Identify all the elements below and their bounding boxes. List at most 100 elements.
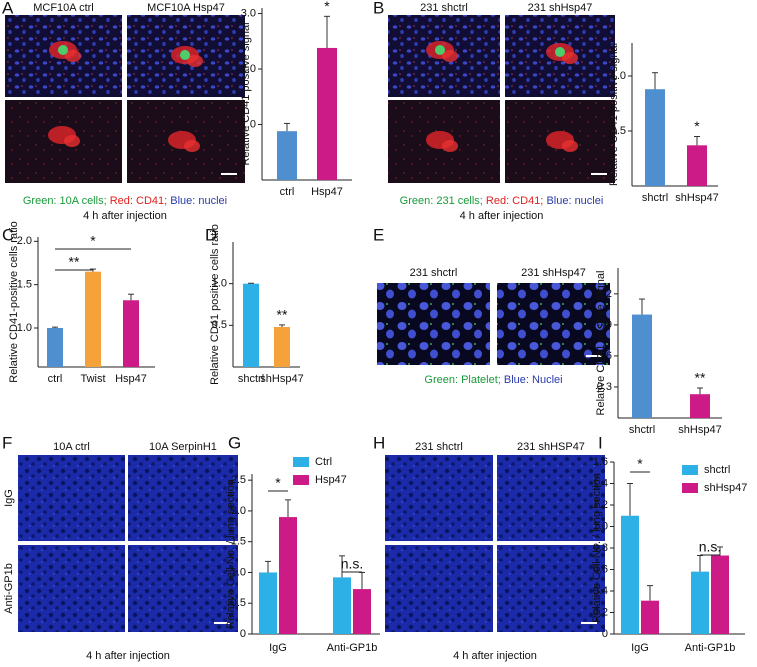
y-tick-label: 3.0: [241, 7, 256, 19]
image-header: 231 shctrl: [420, 2, 468, 14]
y-tick-label: 0.8: [593, 542, 608, 554]
y-tick-label: 1.0: [17, 322, 32, 334]
y-tick-label: 1.0: [593, 520, 608, 532]
y-tick-label: 1.0: [231, 566, 246, 578]
micrograph: [128, 455, 238, 541]
x-tick-label: IgG: [631, 642, 649, 654]
x-tick-label: Hsp47: [115, 373, 147, 385]
image-legend: Green: Platelet; Blue: Nuclei: [424, 374, 562, 386]
legend-label: Hsp47: [315, 474, 347, 486]
micrograph-detail: [184, 140, 200, 152]
image-header: 231 shHsp47: [528, 2, 593, 14]
image-header: MCF10A ctrl: [33, 2, 94, 14]
y-tick-label: 0.4: [593, 585, 608, 597]
bar: [277, 131, 297, 180]
panel-letter: D: [205, 225, 217, 244]
micrograph: [385, 545, 493, 632]
legend-part: Red: CD41;: [110, 195, 167, 207]
significance: *: [275, 475, 281, 491]
y-tick-label: 0.5: [212, 319, 227, 331]
micrograph-detail: [187, 55, 203, 67]
legend-part: Blue: Nuclei: [504, 374, 563, 386]
scale-bar: [586, 355, 602, 357]
micrograph-detail: [442, 50, 458, 62]
micrograph-detail: [65, 50, 81, 62]
scale-bar: [581, 622, 597, 624]
y-tick-label: 1.2: [597, 288, 612, 300]
y-tick-label: 1.0: [212, 278, 227, 290]
micrograph: [18, 455, 125, 541]
panel-letter: E: [373, 225, 384, 244]
error-bar: [647, 585, 653, 601]
y-tick-label: 0: [602, 628, 608, 640]
error-bar: [339, 555, 345, 578]
bar: [632, 314, 652, 418]
bar: [274, 327, 290, 367]
y-axis-label: Relative CD41 positive signal: [240, 22, 252, 165]
bar: [641, 600, 659, 634]
micrograph: [377, 283, 490, 365]
error-bar: [279, 324, 285, 327]
y-axis-label: Relative CD41 positive Signal: [595, 271, 607, 416]
scale-bar: [591, 173, 607, 175]
row-label: Anti-GP1b: [3, 563, 15, 614]
y-axis-label: Relative CD41 positive signal: [608, 43, 620, 186]
error-bar: [694, 136, 700, 146]
legend-part: Green: Platelet;: [424, 374, 500, 386]
x-tick-label: Twist: [80, 373, 105, 385]
legend-swatch: [682, 465, 698, 475]
legend-part: Green: 231 cells;: [400, 195, 483, 207]
bar: [243, 283, 259, 367]
bar: [279, 517, 297, 634]
scale-bar: [221, 173, 237, 175]
micrograph-detail: [435, 45, 445, 55]
micrograph: [18, 545, 125, 632]
error-bar: [359, 571, 365, 590]
y-tick-label: 0.3: [597, 381, 612, 393]
bar: [690, 394, 710, 418]
legend-part: Red: CD41;: [486, 195, 543, 207]
legend-label: shHsp47: [704, 482, 747, 494]
y-axis-label: Relative Cell No. / lung section: [591, 473, 603, 623]
error-bar: [697, 387, 703, 395]
y-axis-label: Relative CD41 positive cells ratio: [209, 224, 221, 385]
image-header: 10A ctrl: [53, 441, 90, 453]
y-tick-label: 1.0: [611, 70, 626, 82]
error-bar: [652, 72, 658, 90]
image-header: 231 shctrl: [415, 441, 463, 453]
panel-letter: G: [228, 433, 241, 452]
bar: [259, 572, 277, 634]
y-tick-label: 2.0: [241, 63, 256, 75]
error-bar: [639, 298, 645, 315]
micrograph: [497, 283, 610, 365]
error-bar: [627, 483, 633, 516]
significance: *: [694, 118, 700, 134]
micrograph: [497, 455, 605, 541]
y-tick-label: 1.4: [593, 477, 608, 489]
x-tick-label: IgG: [269, 642, 287, 654]
y-tick-label: 0.9: [597, 319, 612, 331]
y-tick-label: 0: [240, 628, 246, 640]
x-tick-label: shHsp47: [260, 373, 303, 385]
image-caption: 4 h after injection: [460, 210, 544, 222]
micrograph: [128, 545, 238, 632]
significance: *: [324, 0, 330, 14]
legend-part: Green: 10A cells;: [23, 195, 107, 207]
micrograph: [497, 545, 605, 632]
y-tick-label: 2.0: [17, 235, 32, 247]
legend-swatch: [293, 475, 309, 485]
y-tick-label: 2.0: [231, 505, 246, 517]
micrograph: [385, 455, 493, 541]
y-tick-label: 0.5: [231, 597, 246, 609]
y-tick-label: 1.5: [231, 536, 246, 548]
bar: [317, 47, 337, 180]
y-tick-label: 0.6: [593, 563, 608, 575]
panel-letter: A: [2, 0, 14, 17]
significance: *: [637, 456, 643, 472]
micrograph-detail: [64, 135, 80, 147]
image-header: MCF10A Hsp47: [147, 2, 225, 14]
bar: [687, 145, 707, 186]
bar: [645, 89, 665, 186]
image-legend: Green: 231 cells; Red: CD41; Blue: nucle…: [400, 195, 604, 207]
y-tick-label: 1.6: [593, 456, 608, 468]
